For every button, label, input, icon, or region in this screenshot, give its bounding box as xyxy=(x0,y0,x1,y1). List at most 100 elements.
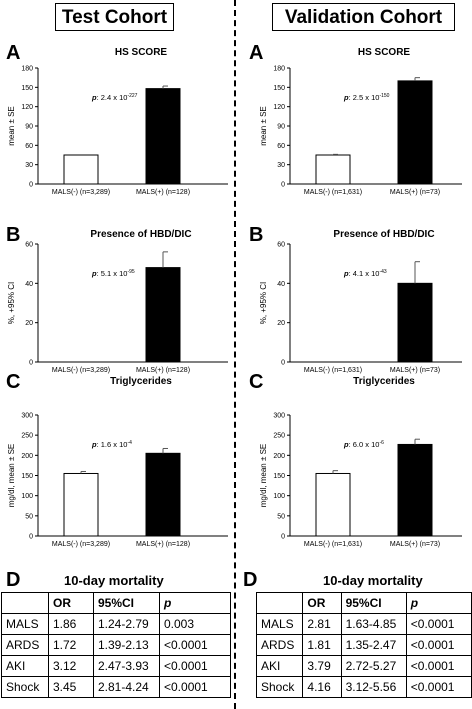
y-tick-label: 120 xyxy=(21,104,33,111)
bar-mals-negative xyxy=(63,154,99,185)
y-axis-label: mean ± SE xyxy=(7,106,16,146)
bar-mals-positive xyxy=(397,282,433,363)
table-cell: 3.12 xyxy=(48,655,94,677)
chart-title: Presence of HBD/DIC xyxy=(90,229,191,240)
table-cell: 1.86 xyxy=(48,613,94,635)
y-tick-label: 30 xyxy=(277,162,285,169)
table-cell: <0.0001 xyxy=(405,634,472,656)
table-cell: <0.0001 xyxy=(159,634,231,656)
table-cell: <0.0001 xyxy=(159,655,231,677)
table-cell: AKI xyxy=(1,655,49,677)
table-cell: 3.45 xyxy=(48,676,94,698)
p-value-annotation: p: 2.4 x 10-227 xyxy=(91,93,138,102)
panel-letter: B xyxy=(249,224,264,246)
table-cell: 2.81-4.24 xyxy=(93,676,160,698)
table-row: Shock 4.16 3.12-5.56 <0.0001 xyxy=(255,676,472,698)
table-cell: 2.72-5.27 xyxy=(340,655,407,677)
table-header-cell: OR xyxy=(48,592,94,614)
mortality-table-test: OR 95%CI p MALS 1.86 1.24-2.79 0.003 ARD… xyxy=(1,592,231,698)
x-category-label: MALS(-) (n=1,631) xyxy=(304,367,362,374)
panel-letter: C xyxy=(249,371,264,393)
y-tick-label: 20 xyxy=(25,320,33,327)
y-tick-label: 150 xyxy=(21,85,33,92)
table-cell: <0.0001 xyxy=(405,613,472,635)
bar-mals-negative xyxy=(315,154,351,185)
y-tick-label: 30 xyxy=(25,162,33,169)
table-cell: 3.12-5.56 xyxy=(340,676,407,698)
table-cell: Shock xyxy=(255,676,304,698)
table-row: Shock 3.45 2.81-4.24 <0.0001 xyxy=(1,676,231,698)
table-row: MALS 1.86 1.24-2.79 0.003 xyxy=(1,613,231,635)
panel-letter: C xyxy=(6,371,21,393)
y-tick-label: 0 xyxy=(281,182,285,189)
y-tick-label: 60 xyxy=(25,242,33,249)
y-axis-label: %, +95% CI xyxy=(259,282,268,324)
panel-letter: A xyxy=(6,42,21,64)
table-cell: 1.35-2.47 xyxy=(340,634,407,656)
y-tick-label: 150 xyxy=(21,473,33,480)
table-cell: MALS xyxy=(255,613,304,635)
table-row: ARDS 1.72 1.39-2.13 <0.0001 xyxy=(1,634,231,656)
table-cell: 1.81 xyxy=(302,634,342,656)
panel-letter: B xyxy=(6,224,21,246)
p-value-annotation: p: 4.1 x 10-43 xyxy=(343,269,387,278)
chart-title: Triglycerides xyxy=(353,376,415,387)
y-tick-label: 250 xyxy=(21,433,33,440)
table-cell: AKI xyxy=(255,655,304,677)
table-cell: <0.0001 xyxy=(159,676,231,698)
y-tick-label: 0 xyxy=(281,360,285,367)
y-tick-label: 200 xyxy=(273,453,285,460)
y-tick-label: 100 xyxy=(21,493,33,500)
table-row: MALS 2.81 1.63-4.85 <0.0001 xyxy=(255,613,472,635)
y-tick-label: 90 xyxy=(277,124,285,131)
chart-title: HS SCORE xyxy=(358,47,411,58)
table-cell: 2.47-3.93 xyxy=(93,655,160,677)
table-cell: ARDS xyxy=(1,634,49,656)
y-tick-label: 40 xyxy=(25,281,33,288)
x-category-label: MALS(+) (n=73) xyxy=(390,189,440,196)
chart-title: Presence of HBD/DIC xyxy=(333,229,434,240)
table-cell: 3.79 xyxy=(302,655,342,677)
y-tick-label: 0 xyxy=(29,182,33,189)
table-cell: 4.16 xyxy=(302,676,342,698)
x-category-label: MALS(+) (n=73) xyxy=(390,541,440,548)
bar-mals-positive xyxy=(145,267,181,363)
p-value-annotation: p: 2.5 x 10-150 xyxy=(343,93,390,102)
panel-letter-d-right: D xyxy=(243,569,258,591)
table-cell: 2.81 xyxy=(302,613,342,635)
y-axis-label: mg/dl, mean ± SE xyxy=(7,444,16,508)
bar-mals-positive xyxy=(145,452,181,537)
table-header-row: OR 95%CI p xyxy=(1,592,231,614)
bar-mals-positive xyxy=(397,443,433,537)
bar-mals-negative xyxy=(315,472,351,537)
y-tick-label: 100 xyxy=(273,493,285,500)
table-cell: 0.003 xyxy=(159,613,231,635)
table-row: AKI 3.12 2.47-3.93 <0.0001 xyxy=(1,655,231,677)
test-cohort-title: Test Cohort xyxy=(55,3,174,31)
y-tick-label: 180 xyxy=(273,66,285,73)
y-axis-label: mean ± SE xyxy=(259,106,268,146)
mortality-table-validation: OR 95%CI p MALS 2.81 1.63-4.85 <0.0001 A… xyxy=(255,592,472,698)
y-tick-label: 50 xyxy=(25,513,33,520)
y-tick-label: 200 xyxy=(21,453,33,460)
y-tick-label: 150 xyxy=(273,473,285,480)
x-category-label: MALS(-) (n=3,289) xyxy=(52,189,110,196)
table-header-cell: p xyxy=(159,592,231,614)
bar-mals-positive xyxy=(145,88,181,185)
bar-mals-negative xyxy=(63,472,99,537)
panel-letter-d-left: D xyxy=(6,569,21,591)
y-tick-label: 300 xyxy=(273,413,285,420)
y-tick-label: 0 xyxy=(29,534,33,541)
x-category-label: MALS(-) (n=1,631) xyxy=(304,541,362,548)
table-header-cell xyxy=(1,592,49,614)
table-header-row: OR 95%CI p xyxy=(255,592,472,614)
table-header-cell: 95%CI xyxy=(340,592,407,614)
panel-letter: A xyxy=(249,42,264,64)
y-tick-label: 0 xyxy=(29,360,33,367)
mortality-table-title-left: 10-day mortality xyxy=(64,573,164,588)
x-category-label: MALS(+) (n=128) xyxy=(136,541,190,548)
validation-cohort-title: Validation Cohort xyxy=(272,3,455,31)
mortality-table-title-right: 10-day mortality xyxy=(323,573,423,588)
table-row: AKI 3.79 2.72-5.27 <0.0001 xyxy=(255,655,472,677)
table-cell: MALS xyxy=(1,613,49,635)
